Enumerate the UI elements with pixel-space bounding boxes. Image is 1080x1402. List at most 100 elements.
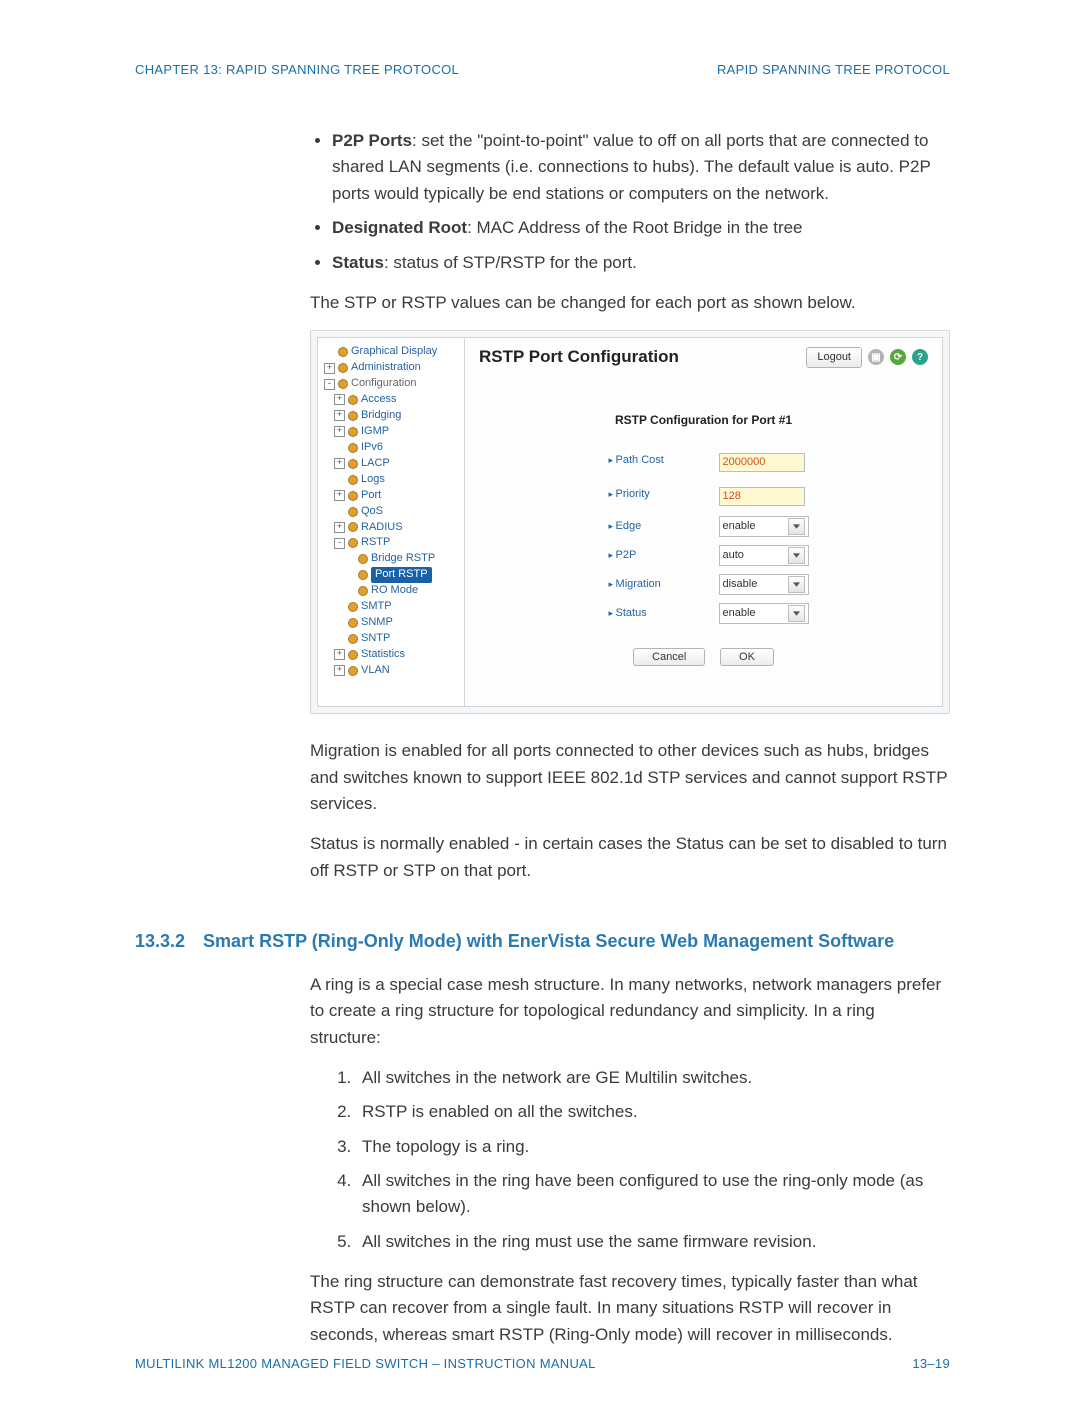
tree-label: Administration bbox=[351, 360, 421, 376]
node-dot-icon bbox=[348, 491, 358, 501]
p2p-label: P2P bbox=[609, 547, 719, 564]
bullet-list: P2P Ports: set the "point-to-point" valu… bbox=[332, 128, 950, 276]
panel-title: RSTP Port Configuration bbox=[479, 344, 679, 370]
node-dot-icon bbox=[358, 570, 368, 580]
tree-label: Bridging bbox=[361, 408, 401, 424]
node-dot-icon bbox=[348, 507, 358, 517]
tree-node[interactable]: + Administration bbox=[324, 360, 460, 376]
node-dot-icon bbox=[348, 602, 358, 612]
status-text: : status of STP/RSTP for the port. bbox=[384, 253, 637, 272]
ordered-list: All switches in the network are GE Multi… bbox=[356, 1065, 950, 1255]
tree-label: SMTP bbox=[361, 599, 392, 615]
expand-icon[interactable]: + bbox=[334, 394, 345, 405]
node-dot-icon bbox=[348, 538, 358, 548]
node-dot-icon bbox=[348, 618, 358, 628]
node-dot-icon bbox=[338, 363, 348, 373]
node-dot-icon bbox=[348, 395, 358, 405]
list-item: All switches in the ring must use the sa… bbox=[356, 1229, 950, 1255]
tree-label: VLAN bbox=[361, 663, 390, 679]
expand-icon[interactable]: + bbox=[334, 410, 345, 421]
collapse-icon[interactable]: - bbox=[324, 379, 335, 390]
tree-node[interactable]: -Configuration bbox=[324, 376, 460, 392]
priority-input[interactable] bbox=[719, 487, 805, 506]
path-cost-input[interactable] bbox=[719, 453, 805, 472]
migration-label: Migration bbox=[609, 576, 719, 593]
tree-label: IGMP bbox=[361, 424, 389, 440]
tree-node[interactable]: + VLAN bbox=[334, 663, 460, 679]
header-chapter: CHAPTER 13: RAPID SPANNING TREE PROTOCOL bbox=[135, 60, 459, 80]
cancel-button[interactable]: Cancel bbox=[633, 648, 705, 666]
chevron-down-icon bbox=[788, 605, 805, 622]
tree-label: RO Mode bbox=[371, 583, 418, 599]
tree-node[interactable]: - RSTP bbox=[334, 535, 460, 551]
root-text: : MAC Address of the Root Bridge in the … bbox=[467, 218, 802, 237]
root-label: Designated Root bbox=[332, 218, 467, 237]
edge-label: Edge bbox=[609, 518, 719, 535]
node-dot-icon bbox=[348, 411, 358, 421]
footer-right: 13–19 bbox=[912, 1354, 950, 1374]
tree-node[interactable]: RO Mode bbox=[344, 583, 460, 599]
tree-node[interactable]: Bridge RSTP bbox=[344, 551, 460, 567]
paragraph: A ring is a special case mesh structure.… bbox=[310, 972, 950, 1051]
migration-value: disable bbox=[723, 576, 758, 593]
logout-button[interactable]: Logout bbox=[806, 347, 862, 368]
node-dot-icon bbox=[348, 459, 358, 469]
expand-icon[interactable]: + bbox=[324, 363, 335, 374]
help-icon[interactable]: ? bbox=[912, 349, 928, 365]
tree-node[interactable]: + LACP bbox=[334, 456, 460, 472]
tree-node[interactable]: Graphical Display bbox=[324, 344, 460, 360]
tree-label: Graphical Display bbox=[351, 344, 437, 360]
p2p-label: P2P Ports bbox=[332, 131, 412, 150]
node-dot-icon bbox=[348, 443, 358, 453]
footer-left: MULTILINK ML1200 MANAGED FIELD SWITCH – … bbox=[135, 1354, 596, 1374]
tree-node[interactable]: QoS bbox=[334, 504, 460, 520]
tree-node[interactable]: + IGMP bbox=[334, 424, 460, 440]
edge-value: enable bbox=[723, 518, 756, 535]
node-dot-icon bbox=[348, 650, 358, 660]
expand-icon[interactable]: + bbox=[334, 665, 345, 676]
list-item: All switches in the ring have been confi… bbox=[356, 1168, 950, 1221]
chevron-down-icon bbox=[788, 518, 805, 535]
migration-select[interactable]: disable bbox=[719, 574, 809, 595]
section-heading: 13.3.2Smart RSTP (Ring-Only Mode) with E… bbox=[135, 928, 950, 956]
tree-label: RSTP bbox=[361, 535, 390, 551]
tree-node[interactable]: +Statistics bbox=[334, 647, 460, 663]
node-dot-icon bbox=[348, 475, 358, 485]
refresh-icon[interactable]: ⟳ bbox=[890, 349, 906, 365]
expand-icon[interactable]: + bbox=[334, 522, 345, 533]
tree-label: SNTP bbox=[361, 631, 390, 647]
tree-label: LACP bbox=[361, 456, 390, 472]
tree-node[interactable]: SNTP bbox=[334, 631, 460, 647]
expand-icon[interactable]: + bbox=[334, 649, 345, 660]
status-select[interactable]: enable bbox=[719, 603, 809, 624]
edge-select[interactable]: enable bbox=[719, 516, 809, 537]
chevron-down-icon bbox=[788, 576, 805, 593]
expand-icon[interactable]: + bbox=[334, 490, 345, 501]
list-item: All switches in the network are GE Multi… bbox=[356, 1065, 950, 1091]
paragraph: Status is normally enabled - in certain … bbox=[310, 831, 950, 884]
node-dot-icon bbox=[348, 522, 358, 532]
tree-label: Logs bbox=[361, 472, 385, 488]
tree-node[interactable]: SNMP bbox=[334, 615, 460, 631]
tree-node[interactable]: SMTP bbox=[334, 599, 460, 615]
tree-node[interactable]: Logs bbox=[334, 472, 460, 488]
expand-icon[interactable]: + bbox=[334, 426, 345, 437]
p2p-select[interactable]: auto bbox=[719, 545, 809, 566]
ok-button[interactable]: OK bbox=[720, 648, 774, 666]
expand-icon[interactable]: + bbox=[334, 458, 345, 469]
path-cost-label: Path Cost bbox=[609, 452, 719, 469]
list-item: Designated Root: MAC Address of the Root… bbox=[332, 215, 950, 241]
p2p-text: : set the "point-to-point" value to off … bbox=[332, 131, 931, 203]
tree-node[interactable]: +RADIUS bbox=[334, 520, 460, 536]
node-dot-icon bbox=[348, 427, 358, 437]
collapse-icon[interactable]: - bbox=[334, 538, 345, 549]
node-dot-icon bbox=[338, 347, 348, 357]
save-icon[interactable]: ▣ bbox=[868, 349, 884, 365]
tree-node[interactable]: IPv6 bbox=[334, 440, 460, 456]
node-dot-icon bbox=[358, 554, 368, 564]
tree-node[interactable]: +Access bbox=[334, 392, 460, 408]
tree-label: Bridge RSTP bbox=[371, 551, 435, 567]
tree-node[interactable]: +Port bbox=[334, 488, 460, 504]
tree-node[interactable]: + Bridging bbox=[334, 408, 460, 424]
tree-node[interactable]: Port RSTP bbox=[344, 567, 460, 583]
